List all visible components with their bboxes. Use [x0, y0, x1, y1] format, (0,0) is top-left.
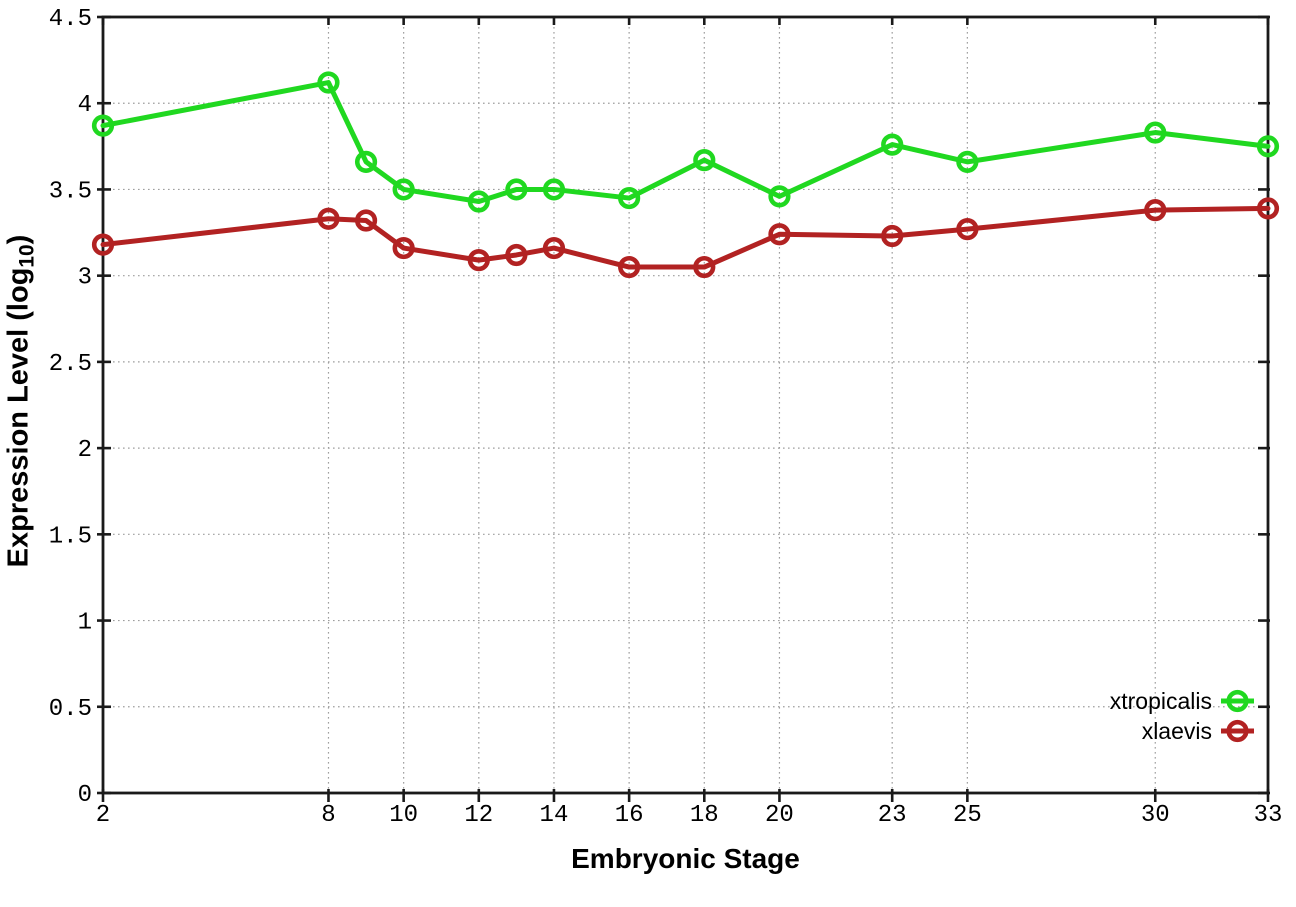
series-line-xtropicalis	[100, 80, 1271, 205]
y-axis-title: Expression Level (log10)	[3, 235, 40, 568]
xtick-label-23: 23	[878, 802, 907, 829]
xtick-label-2: 2	[96, 802, 110, 829]
series-line-xlaevis	[100, 205, 1271, 270]
xtick-label-25: 25	[953, 802, 982, 829]
marker-xtropicalis-18	[693, 149, 716, 172]
xtick-label-18: 18	[690, 802, 719, 829]
legend-marker-xtropicalis	[1226, 689, 1249, 713]
marker-xtropicalis-9	[354, 150, 378, 173]
ytick-label-4.5: 4.5	[49, 6, 92, 33]
marker-xlaevis-18	[693, 255, 716, 279]
marker-xtropicalis-30	[1144, 121, 1167, 144]
ytick-label-0: 0	[78, 782, 92, 809]
xtick-label-8: 8	[321, 802, 335, 829]
xtick-label-16: 16	[615, 802, 644, 829]
xtick-label-33: 33	[1254, 802, 1283, 829]
marker-xtropicalis-16	[618, 186, 641, 210]
xtick-label-12: 12	[464, 802, 493, 829]
y-axis-title-subscript: 10	[15, 244, 39, 268]
marker-xlaevis-25	[956, 218, 979, 241]
ytick-label-1.5: 1.5	[49, 523, 92, 550]
marker-xlaevis-30	[1144, 199, 1167, 222]
marker-xlaevis-20	[768, 223, 791, 246]
marker-xlaevis-10	[392, 236, 415, 260]
ytick-label-4: 4	[78, 92, 92, 119]
xtick-label-14: 14	[540, 802, 569, 829]
marker-xtropicalis-33	[1256, 135, 1280, 158]
marker-xtropicalis-10	[392, 178, 415, 201]
marker-xtropicalis-8	[317, 71, 340, 94]
ytick-label-0.5: 0.5	[49, 696, 92, 723]
xtick-label-20: 20	[765, 802, 794, 829]
xtick-label-30: 30	[1141, 802, 1170, 829]
ytick-label-2.5: 2.5	[49, 351, 92, 378]
ytick-label-1: 1	[78, 610, 92, 637]
x-axis-title: Embryonic Stage	[571, 843, 800, 874]
marker-xtropicalis-25	[956, 150, 979, 173]
xtick-label-10: 10	[389, 802, 418, 829]
plot-border	[101, 15, 1270, 795]
y-axis-title-main: Expression Level (log	[2, 267, 35, 568]
marker-xlaevis-8	[317, 207, 340, 230]
marker-xlaevis-14	[542, 236, 566, 260]
ytick-label-3.5: 3.5	[49, 178, 92, 205]
marker-xlaevis-2	[91, 233, 115, 256]
marker-xlaevis-13	[505, 243, 528, 267]
marker-xlaevis-16	[618, 255, 641, 279]
legend-marker-xlaevis	[1226, 719, 1249, 743]
y-axis-title-close: )	[2, 234, 35, 245]
legend-label-xtropicalis: xtropicalis	[1110, 688, 1212, 714]
marker-xlaevis-9	[354, 209, 378, 232]
marker-xtropicalis-23	[881, 133, 904, 156]
marker-xlaevis-33	[1256, 197, 1280, 220]
marker-xtropicalis-13	[505, 178, 528, 201]
marker-xtropicalis-2	[91, 114, 115, 137]
marker-xlaevis-23	[881, 224, 904, 248]
legend-label-xlaevis: xlaevis	[1142, 718, 1212, 744]
ytick-label-3: 3	[78, 265, 92, 292]
marker-xtropicalis-12	[467, 190, 490, 213]
marker-xlaevis-12	[467, 249, 490, 272]
marker-xtropicalis-14	[542, 178, 566, 201]
ytick-label-2: 2	[78, 437, 92, 464]
marker-xtropicalis-20	[768, 185, 791, 208]
